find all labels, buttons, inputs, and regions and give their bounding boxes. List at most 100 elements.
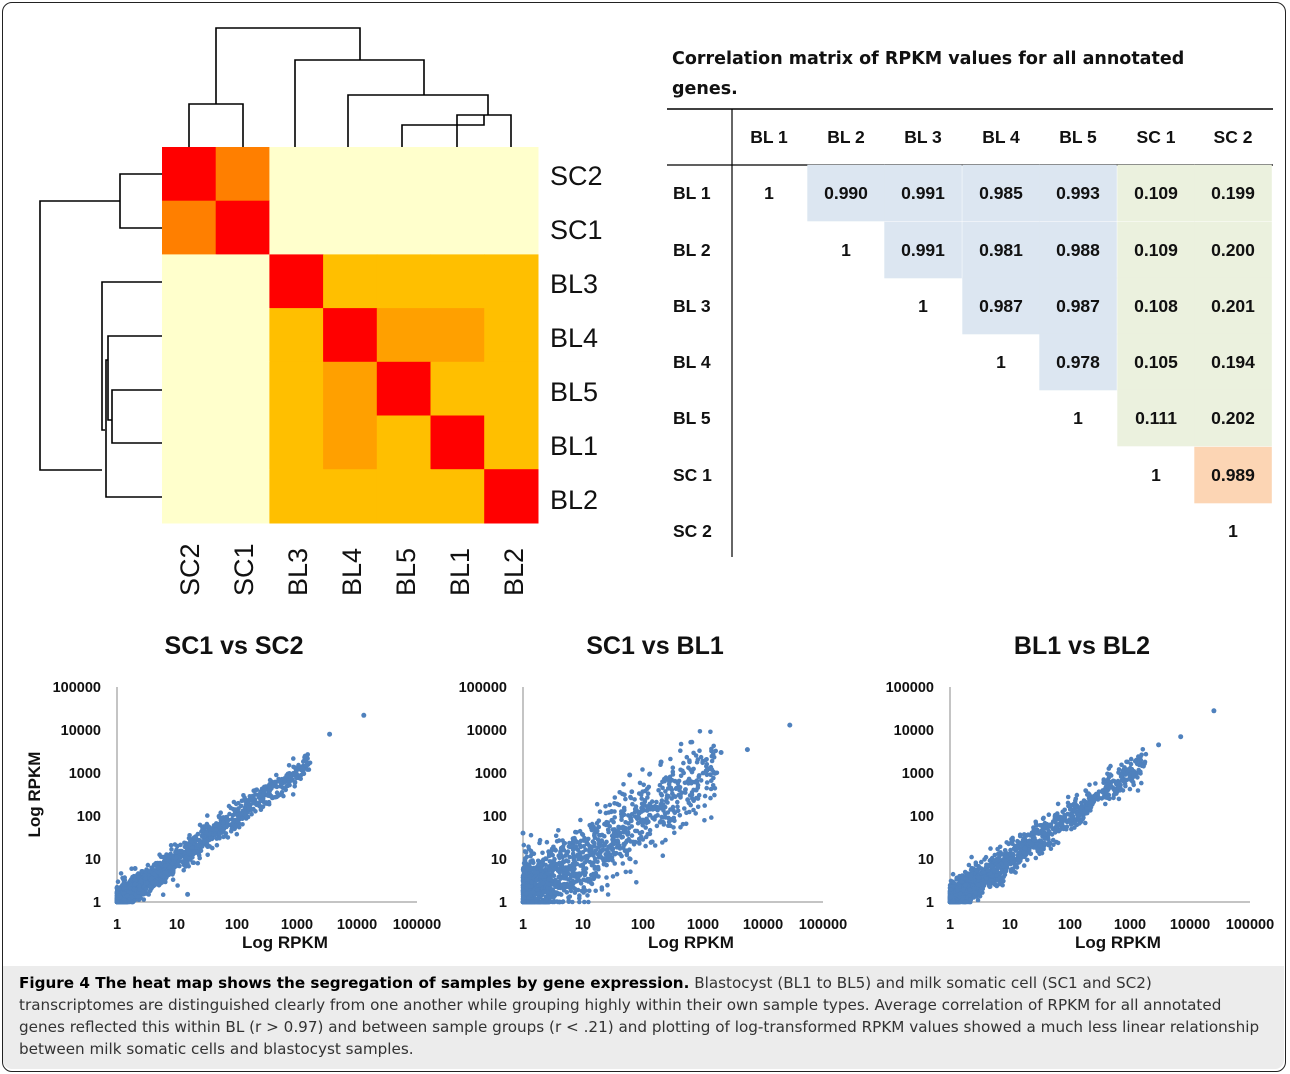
scatter-point [994,873,999,878]
scatter-point [677,813,683,818]
scatter-point [595,859,600,864]
scatter-point [704,762,710,767]
scatter-point [229,826,235,832]
scatter-point [1017,832,1023,838]
x-tick-label: 1000 [281,917,313,933]
scatter-point [1113,788,1119,793]
scatter-point [648,839,654,845]
x-tick-label: 10 [1002,917,1018,933]
scatter-point [975,897,981,903]
scatter-point [290,792,296,797]
scatter-point [238,811,244,816]
scatter-point [1121,778,1126,784]
scatter-point [589,862,595,868]
heatmap-cell-bl5-sc2 [162,361,217,417]
scatter-point [1077,821,1082,826]
scatter-point [283,787,289,793]
scatter-point [605,892,611,897]
caption-bold: Figure 4 The heat map shows the segregat… [19,974,690,992]
scatter-point [697,748,702,753]
scatter-point [598,853,603,859]
scatter-point [163,870,169,875]
scatter-point [537,837,543,843]
scatter-point [225,819,230,824]
table-cell-fill [1117,389,1195,447]
scatter-point [138,878,143,884]
scatter-point [658,791,664,797]
scatter-point [528,884,534,889]
row-label-bl2: BL2 [550,485,598,515]
heatmap-cell-bl2-bl1 [430,469,485,524]
scatter-point [120,875,125,881]
x-tick-label: 100000 [393,917,441,933]
table-row-label-sc1: SC 1 [673,465,712,485]
scatter-point [1042,836,1048,841]
scatter-point [1035,847,1040,853]
scatter-point [586,836,591,842]
scatter-point [995,846,1000,852]
scatter-point [1102,787,1107,792]
table-row-label-bl3: BL 3 [673,296,711,316]
scatter-point [573,829,578,835]
scatter-point [190,845,195,850]
scatter-point [166,857,171,863]
scatter-bl1-vs-bl2: BL1 vs BL2111010100100100010001000010000… [886,632,1275,952]
row-dendrogram [39,173,162,498]
scatter-point [1021,836,1026,841]
scatter-point [175,883,180,888]
scatter-point [1033,821,1039,827]
heatmap-cell-bl2-bl3 [269,469,324,524]
scatter-point [1083,820,1088,826]
scatter-point [1038,823,1043,828]
x-tick-label: 1 [519,917,527,933]
col-label-bl5: BL5 [391,548,421,596]
table-cell: 0.987 [1056,296,1100,316]
scatter-point [685,797,691,802]
scatter-point [305,767,310,772]
scatter-point [620,834,625,840]
scatter-point [704,785,709,791]
scatter-point [948,887,953,892]
scatter-point [528,854,533,859]
row-label-sc2: SC2 [550,161,603,191]
scatter-point [1128,756,1134,762]
scatter-point [1037,830,1042,835]
scatter-point [1103,801,1108,807]
scatter-point [610,874,616,879]
scatter-point [689,769,695,775]
scatter-point [586,899,591,905]
scatter-point [1010,838,1016,843]
scatter-point [1093,781,1098,786]
scatter-point [1025,857,1030,863]
scatter-point [976,863,981,869]
scatter-point [1048,846,1054,851]
scatter-point [1037,843,1043,848]
scatter-point [623,796,628,802]
table-cell: 0.988 [1056,240,1100,260]
heatmap-cell-bl5-bl5 [376,361,432,417]
scatter-point [583,888,588,893]
heatmap-cell-bl1-bl1 [430,415,485,470]
scatter-point [682,806,687,811]
scatter-point [147,888,153,894]
y-tick-label: 1 [499,895,507,911]
scatter-point [628,869,633,874]
scatter-point [678,741,684,747]
figure-caption-panel: Figure 4 The heat map shows the segregat… [3,966,1284,1069]
scatter-title: BL1 vs BL2 [1014,632,1150,660]
row-label-bl3: BL3 [550,269,598,299]
scatter-point [298,776,304,782]
scatter-point [195,860,201,866]
heatmap-cell-sc2-bl1 [430,147,485,202]
table-cell: 0.109 [1134,183,1178,203]
figure-caption: Figure 4 The heat map shows the segregat… [19,972,1271,1060]
scatter-point [660,853,666,858]
scatter-point [610,840,616,845]
heatmap-cell-sc1-sc2 [162,200,217,255]
scatter-point [1101,780,1106,785]
scatter-point [698,778,704,783]
table-row-label-bl1: BL 1 [673,183,711,203]
scatter-point [169,847,174,852]
scatter-point [580,831,585,837]
scatter-point [708,795,713,801]
